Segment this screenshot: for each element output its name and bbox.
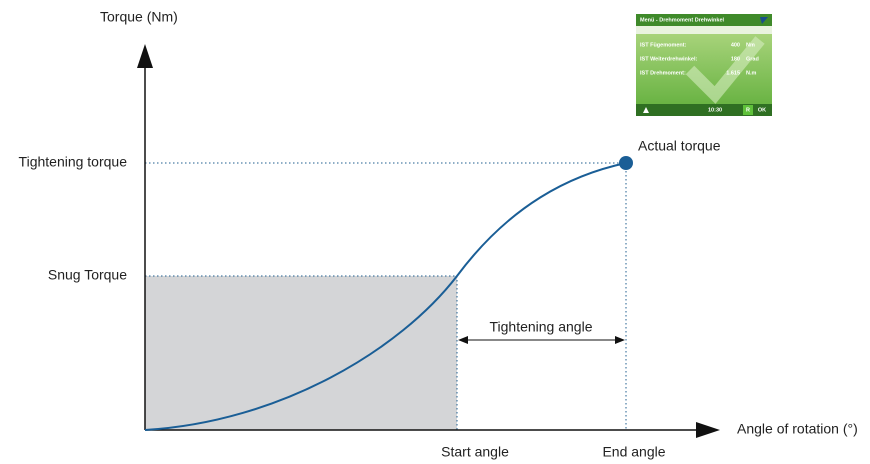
- screen-row-unit: N.m: [746, 70, 757, 76]
- screen-row-label: IST Drehmoment:: [640, 70, 686, 76]
- screen-row-label: IST Fügemoment:: [640, 42, 687, 48]
- snug-area: [145, 276, 457, 430]
- screen-check: [685, 36, 765, 104]
- y-axis-label: Torque (Nm): [100, 9, 178, 25]
- level-label: Tightening torque: [19, 154, 128, 170]
- screen-time: 10:30: [708, 107, 722, 113]
- screen-logo: [760, 17, 768, 24]
- screen-ok[interactable]: OK: [758, 107, 766, 113]
- screen-footer: [636, 104, 772, 116]
- screen-r-button[interactable]: [743, 105, 753, 115]
- screen-tabs: [636, 26, 772, 34]
- device-screen: Menü - Drehmoment Drehwinkel IST Fügemom…: [636, 14, 772, 116]
- angle-arrow-head: [458, 336, 468, 344]
- level-label: Snug Torque: [48, 267, 127, 283]
- point-label: Actual torque: [638, 138, 721, 154]
- screen-row-label: IST Weiterdrehwinkel:: [640, 56, 698, 62]
- angle-label: Tightening angle: [489, 319, 592, 335]
- screen-row-unit: Grad: [746, 56, 759, 62]
- screen-r[interactable]: R: [746, 107, 750, 113]
- screen-title: Menü - Drehmoment Drehwinkel: [640, 17, 725, 23]
- actual-point: [619, 156, 633, 170]
- torque-curve: [144, 162, 627, 431]
- angle-arrow-head: [615, 336, 625, 344]
- x-axis-label: Angle of rotation (°): [737, 421, 858, 437]
- screen-up: [643, 107, 649, 113]
- screen-header: [636, 14, 772, 26]
- angle-label: Start angle: [441, 444, 509, 460]
- screen-row-unit: Nm: [746, 42, 755, 48]
- screen-row-value: 400: [731, 42, 740, 48]
- angle-label: End angle: [602, 444, 665, 460]
- x-arrow: [696, 422, 720, 438]
- screen-row-value: 1.615: [726, 70, 740, 76]
- screen-row-value: 180: [731, 56, 740, 62]
- y-arrow: [137, 44, 153, 68]
